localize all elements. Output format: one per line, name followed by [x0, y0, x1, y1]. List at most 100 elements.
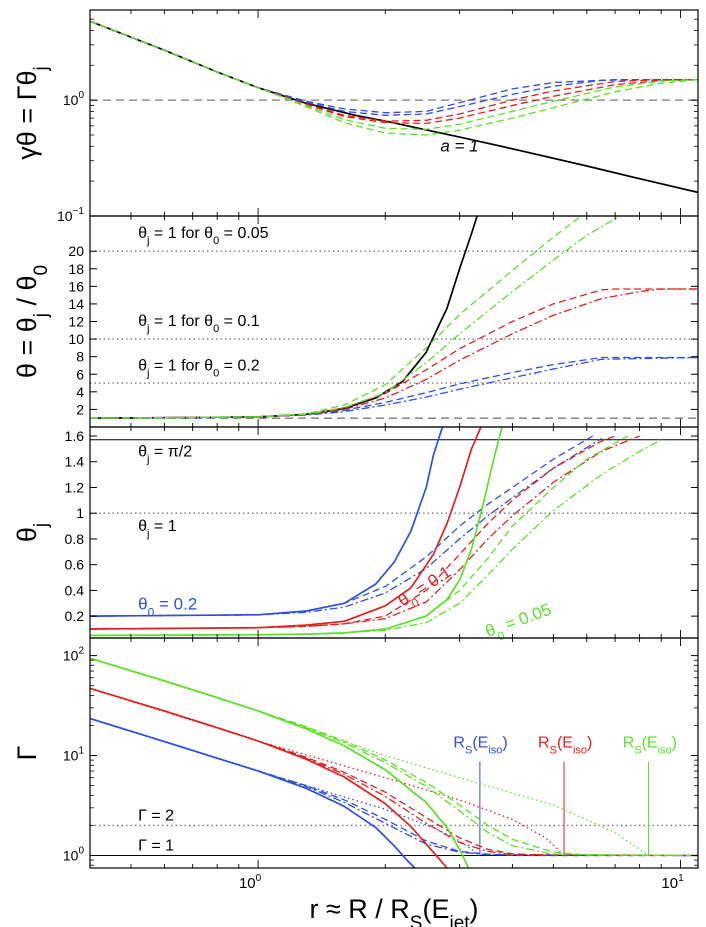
label-subscript: j — [146, 528, 149, 540]
series-red-dashdot — [90, 435, 640, 630]
y-tick-label: 10 — [68, 331, 84, 347]
label-subscript: 0 — [495, 628, 506, 644]
tick-exp: 1 — [78, 746, 84, 757]
series-red-dashdot — [90, 687, 698, 857]
x-axis-label: r ≈ R / RS(Ejet) — [309, 894, 478, 927]
label-text: γθ = Γθ — [12, 71, 42, 160]
annotation: a = 1 — [440, 137, 478, 156]
label-text: = 0.05 — [498, 600, 554, 636]
label-subscript: 0 — [213, 323, 219, 335]
x-axis-label-sub: S — [410, 913, 423, 927]
tick-base: 10 — [63, 92, 79, 108]
label-text: / θ — [12, 276, 42, 314]
series-green-dotted — [90, 657, 649, 857]
label-subscript: S — [634, 745, 641, 757]
tick-base: 10 — [239, 875, 256, 892]
curve-label-red: θ0 = 0.1 — [395, 562, 458, 615]
label-subscript: S — [550, 745, 557, 757]
label-text: ) — [502, 735, 507, 752]
tick-exp: 1 — [678, 873, 684, 884]
series-blue-dashdot — [90, 356, 698, 419]
series-green-dashdot — [90, 657, 698, 857]
rs-label-red: RS(Eiso) — [538, 735, 592, 757]
tick-base: 10 — [63, 748, 79, 764]
series-blue-dashed — [90, 435, 594, 617]
y-tick-label: 1.6 — [65, 428, 85, 444]
y-tick-label: 0.2 — [65, 608, 85, 624]
x-tick-label: 101 — [661, 873, 684, 892]
label-text: (E — [557, 735, 573, 752]
series-red-a — [90, 20, 698, 122]
plot-area — [90, 20, 698, 194]
label-text: θ — [138, 358, 147, 375]
label-text: Γ — [12, 745, 42, 760]
label-text: Γ = 2 — [138, 807, 174, 824]
y-tick-label: 1.2 — [65, 479, 85, 495]
series-green-dashed — [90, 657, 698, 857]
y-tick-label: 102 — [63, 646, 85, 664]
annotation: θj = 1 for θ0 = 0.2 — [138, 358, 260, 380]
label-text: θ — [138, 444, 147, 461]
y-tick-label: 6 — [76, 366, 84, 382]
label-text: θ — [138, 518, 147, 535]
y-tick-label: 1.4 — [65, 454, 85, 470]
x-axis-label-main: r ≈ R / R — [309, 894, 409, 924]
label-text: θ — [138, 313, 147, 330]
y-tick-label: 4 — [76, 384, 84, 400]
y-tick-label: 100 — [63, 90, 85, 108]
curve-label-green: θ0 = 0.05 — [483, 600, 556, 647]
x-axis-label-end: ) — [470, 894, 479, 924]
label-subscript: iso — [573, 745, 587, 757]
x-axis-label-sub2: jet — [448, 913, 470, 927]
y-tick-label: 10−1 — [57, 206, 84, 224]
label-subscript: 0 — [213, 368, 219, 380]
series-red-solid — [90, 427, 482, 630]
label-subscript: j — [146, 368, 149, 380]
y-tick-label: 101 — [63, 746, 85, 764]
x-axis-label-tail: (E — [422, 894, 449, 924]
label-text: = 0.05 — [219, 225, 268, 242]
series-red-dashed — [90, 687, 698, 857]
y-tick-label: 14 — [68, 296, 84, 312]
y-tick-label: 0.6 — [65, 557, 85, 573]
label-text: θ — [12, 527, 42, 542]
tick-exp: 0 — [78, 90, 84, 101]
series-blue-dashed — [90, 717, 698, 857]
series-red-dashdot — [90, 288, 698, 419]
series-red-dashed — [90, 288, 698, 419]
label-text: θ = θ — [12, 317, 42, 378]
label-subscript: j — [31, 313, 52, 318]
rs-label-green: RS(Eiso) — [623, 735, 677, 757]
plot-area — [90, 657, 698, 868]
label-subscript: j — [146, 235, 149, 247]
y-tick-label: 0.4 — [65, 582, 85, 598]
label-text: = 0.2 — [219, 358, 260, 375]
series-green-a — [90, 20, 698, 130]
label-text: = π/2 — [149, 444, 192, 461]
y-tick-label: 18 — [68, 261, 84, 277]
annotation: θj = π/2 — [138, 444, 192, 466]
series-blue-a — [90, 20, 698, 114]
y-axis-label: Γ — [12, 745, 42, 760]
tick-exp: 0 — [256, 873, 262, 884]
label-text: ) — [587, 735, 592, 752]
annotation: θj = 1 — [138, 518, 177, 540]
panel-frame — [89, 637, 699, 869]
tick-exp: 2 — [78, 646, 84, 657]
label-text: = 0.1 — [219, 313, 260, 330]
label-text: θ — [138, 595, 147, 614]
y-tick-label: 100 — [63, 846, 85, 864]
series-blue-dashdot — [90, 717, 698, 857]
series-green-b — [90, 20, 698, 136]
tick-exp: −1 — [73, 206, 85, 217]
y-tick-label: 12 — [68, 314, 84, 330]
label-subscript: 0 — [213, 235, 219, 247]
tick-base: 10 — [661, 875, 678, 892]
series-blue-dotted — [90, 717, 481, 857]
y-axis-label: γθ = Γθj — [12, 66, 52, 159]
